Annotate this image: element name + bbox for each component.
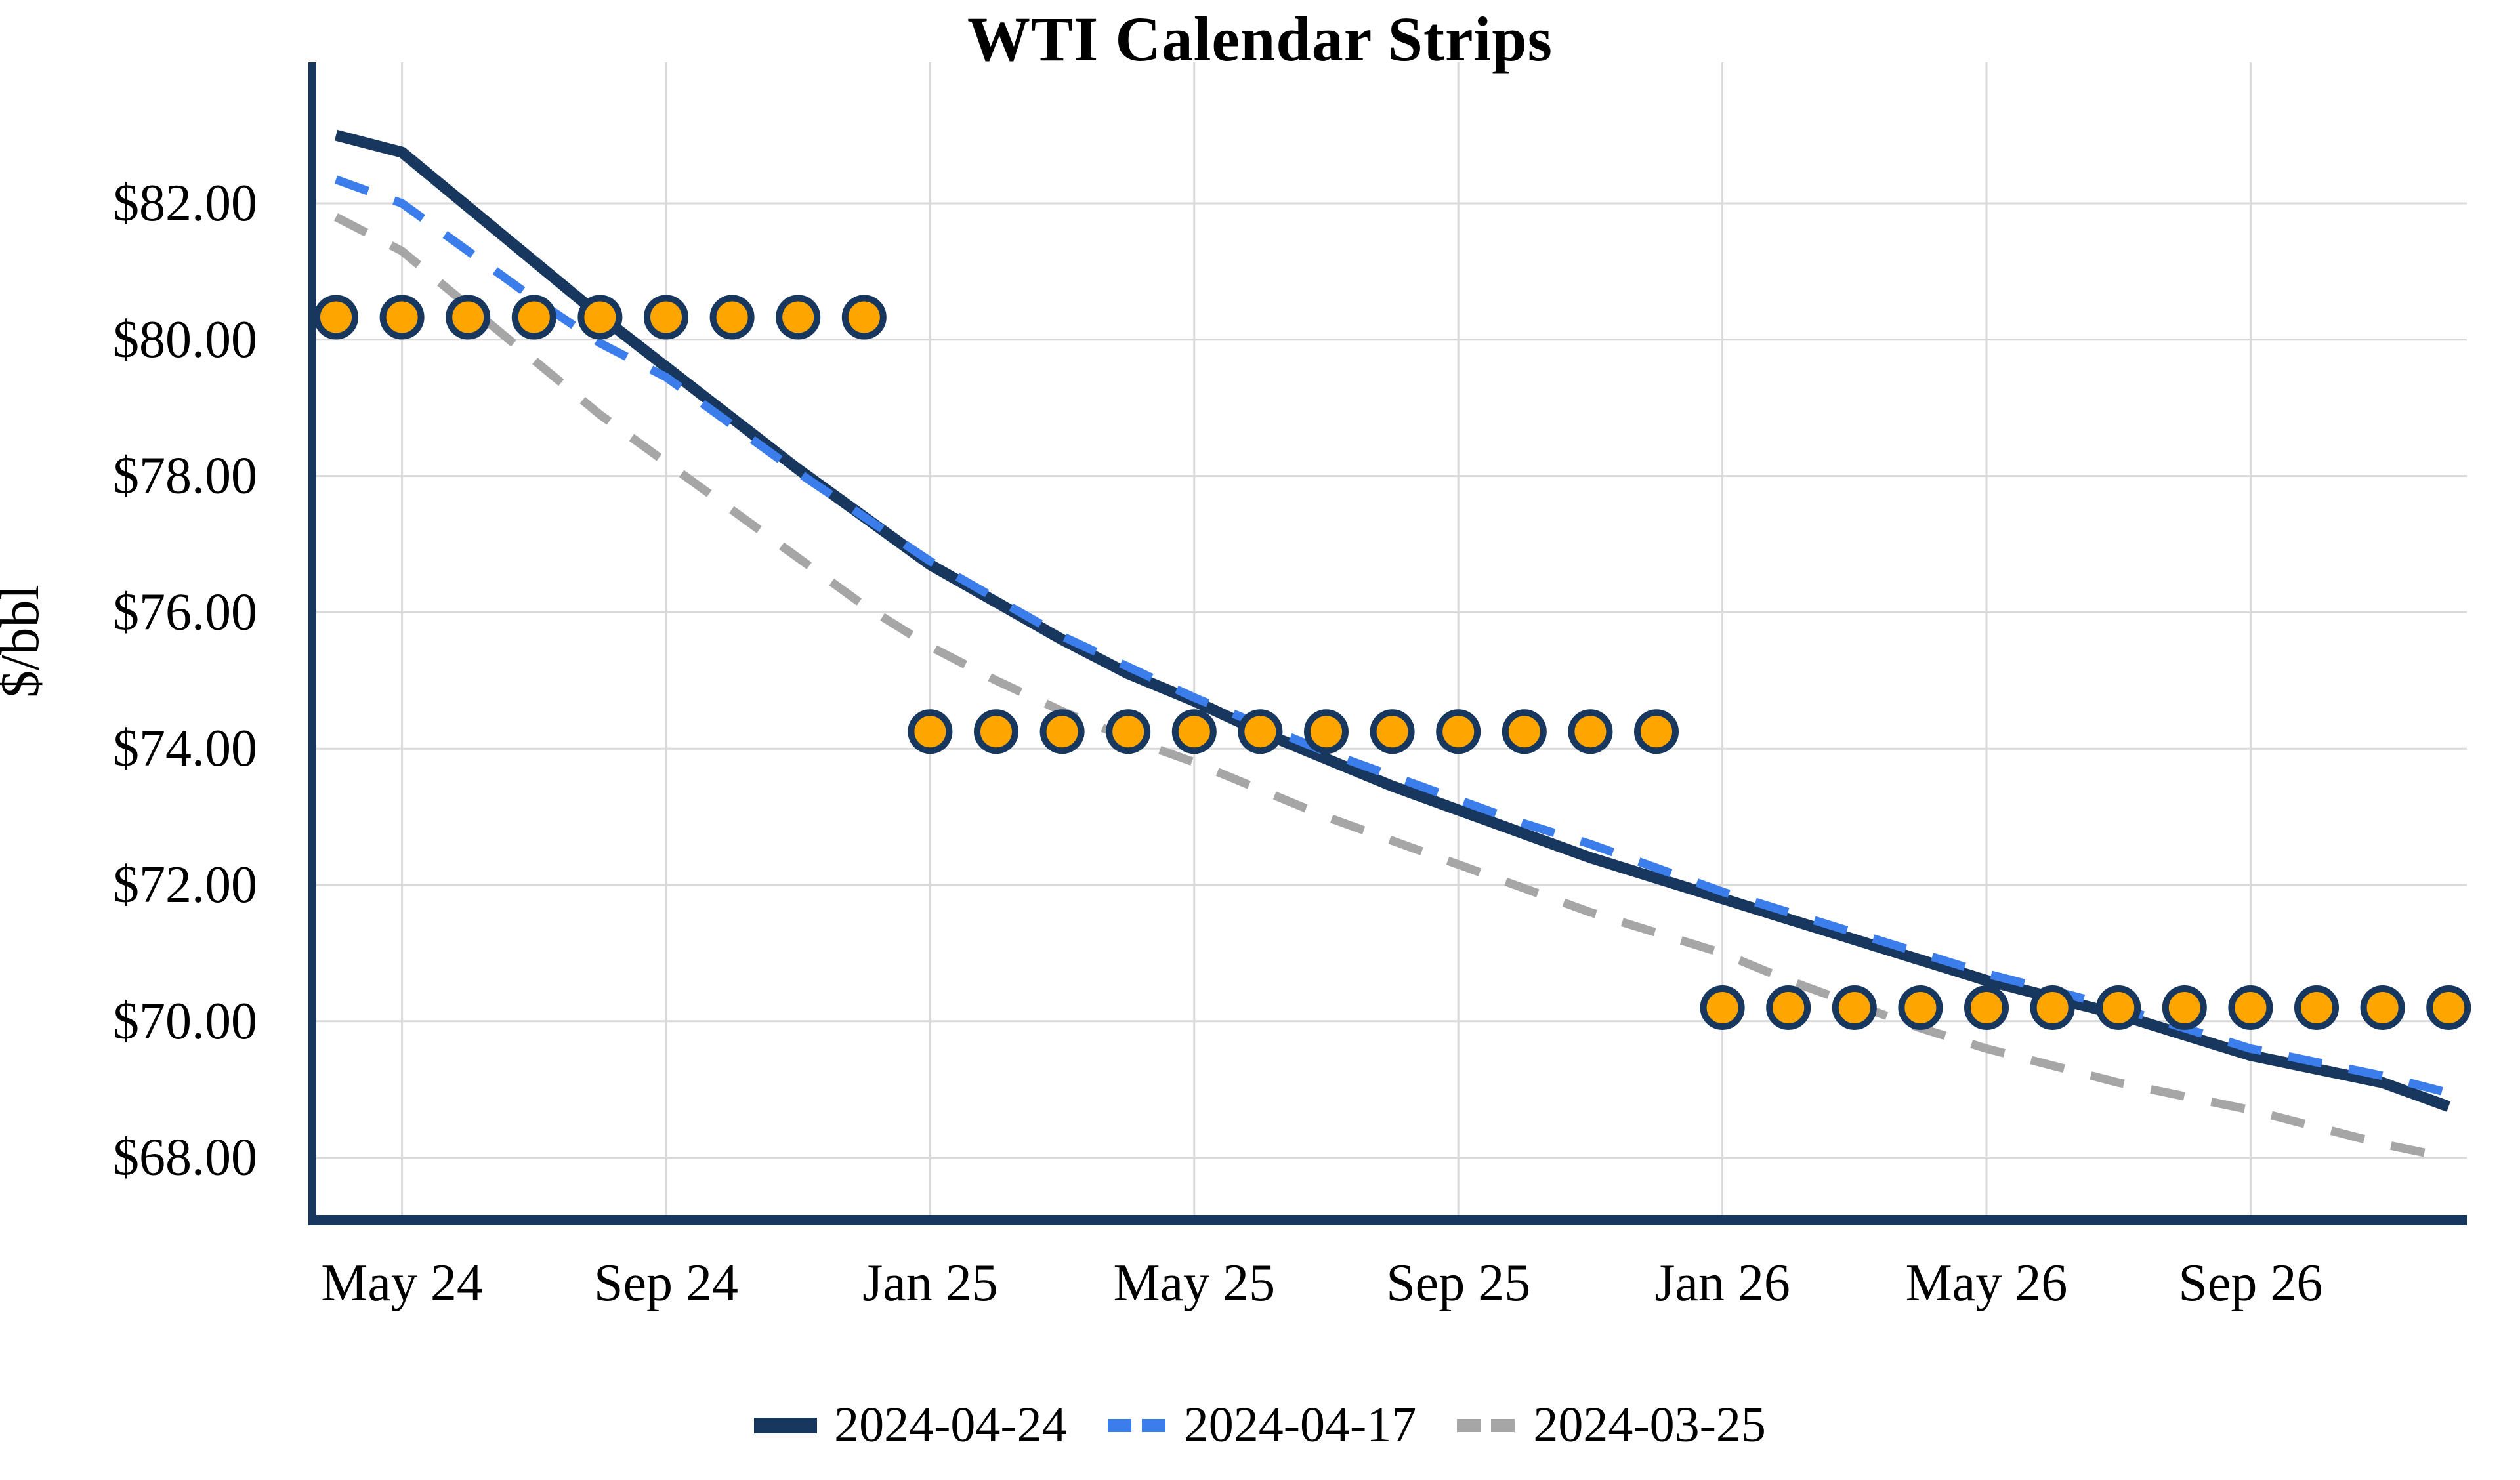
y-tick-label: $76.00	[113, 583, 257, 641]
strip-marker-2025	[1370, 709, 1415, 754]
strip-marker-2026	[2228, 985, 2273, 1031]
strip-marker-2026	[2360, 985, 2405, 1031]
x-tick-label: Sep 24	[594, 1254, 738, 1312]
y-tick-label: $68.00	[113, 1129, 257, 1187]
legend: 2024-04-24 2024-04-17 2024-03-25	[0, 1397, 2520, 1454]
legend-label: 2024-03-25	[1533, 1397, 1766, 1452]
strip-marker-2025	[1502, 709, 1547, 754]
strip-marker-2026	[2096, 985, 2141, 1031]
strip-marker-2024	[446, 295, 491, 340]
y-tick-label: $80.00	[113, 311, 257, 369]
y-axis-title: $/bbl	[0, 585, 51, 698]
strip-marker-2025	[1634, 709, 1679, 754]
strip-marker-2024	[776, 295, 821, 340]
strip-marker-2024	[709, 295, 755, 340]
legend-item-2024-04-17: 2024-04-17	[1104, 1397, 1417, 1454]
y-tick-label: $78.00	[113, 447, 257, 505]
series-line-2024-03-25	[334, 213, 2450, 1162]
solid-line-swatch-icon	[754, 1417, 818, 1433]
y-tick-label: $82.00	[113, 175, 257, 232]
strip-marker-2024	[314, 295, 358, 340]
y-tick-label: $74.00	[113, 720, 257, 777]
strip-marker-2025	[1436, 709, 1481, 754]
strip-marker-2026	[2426, 985, 2471, 1031]
strip-marker-2026	[2030, 985, 2075, 1031]
x-tick-label: May 24	[321, 1254, 483, 1312]
strip-marker-2025	[974, 709, 1018, 754]
strip-marker-2025	[1040, 709, 1085, 754]
strip-marker-2025	[908, 709, 953, 754]
x-axis-spine	[308, 1215, 2467, 1225]
strip-marker-2024	[644, 295, 688, 340]
strip-marker-2025	[1171, 709, 1217, 754]
strip-marker-2026	[1898, 985, 1943, 1031]
legend-label: 2024-04-17	[1183, 1397, 1417, 1452]
strip-marker-2024	[841, 295, 887, 340]
dashed-line-swatch-icon	[1457, 1418, 1515, 1432]
x-tick-label: Sep 25	[1386, 1254, 1530, 1312]
series-line-2024-04-24	[334, 129, 2451, 1112]
strip-marker-2026	[1700, 985, 1745, 1031]
strip-marker-2026	[1832, 985, 1877, 1031]
y-tick-label: $70.00	[113, 993, 257, 1050]
legend-item-2024-03-25: 2024-03-25	[1453, 1397, 1766, 1454]
strip-marker-2024	[379, 295, 425, 340]
strip-marker-2025	[1304, 709, 1349, 754]
x-tick-label: Sep 26	[2178, 1254, 2322, 1312]
y-tick-label: $72.00	[113, 856, 257, 914]
strip-marker-2025	[1568, 709, 1613, 754]
x-tick-label: May 26	[1906, 1254, 2068, 1312]
y-axis-spine	[308, 62, 316, 1225]
strip-marker-2026	[1766, 985, 1811, 1031]
dashed-line-swatch-icon	[1107, 1418, 1166, 1432]
strip-marker-2025	[1238, 709, 1283, 754]
legend-label: 2024-04-24	[834, 1397, 1067, 1452]
strip-marker-2024	[511, 295, 556, 340]
chart-title: WTI Calendar Strips	[967, 4, 1553, 74]
x-tick-label: Jan 26	[1654, 1254, 1790, 1312]
strip-marker-2025	[1106, 709, 1151, 754]
strip-marker-2026	[1964, 985, 2009, 1031]
legend-item-2024-04-24: 2024-04-24	[754, 1397, 1067, 1454]
x-tick-label: Jan 25	[862, 1254, 998, 1312]
strip-marker-2026	[2162, 985, 2207, 1031]
strip-marker-2026	[2294, 985, 2339, 1031]
x-tick-label: May 25	[1113, 1254, 1275, 1312]
strip-marker-2024	[578, 295, 623, 340]
